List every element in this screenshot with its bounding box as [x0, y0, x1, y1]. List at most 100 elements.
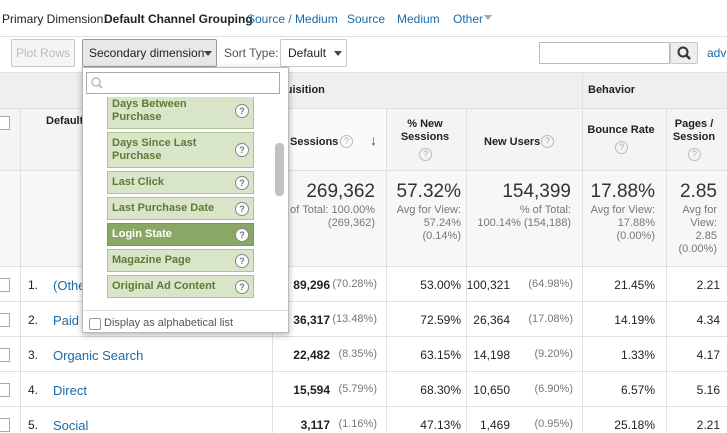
column-border: [20, 108, 21, 433]
total-note: (0.00%): [678, 243, 717, 255]
primary-dimension-selected: Default Channel Grouping: [104, 12, 253, 26]
row-border: [0, 72, 727, 73]
dimension-item[interactable]: Last Purchase Date?: [107, 197, 254, 220]
alphabetical-checkbox[interactable]: [89, 318, 101, 330]
search-icon: [91, 77, 103, 89]
help-icon: ?: [688, 148, 701, 161]
dimension-item[interactable]: Last Click?: [107, 171, 254, 194]
channel-link[interactable]: Direct: [53, 383, 87, 398]
dimension-item-label: Last Purchase Date: [112, 202, 215, 214]
total-note: Avg for: [682, 204, 717, 216]
row-index: 2.: [28, 313, 39, 327]
total-note: % of Total: 100.00%: [277, 204, 375, 216]
help-icon: ?: [235, 253, 249, 268]
sessions: 15,594: [293, 383, 330, 397]
new-users: 1,469: [479, 418, 510, 432]
new-users: 100,321: [466, 278, 510, 292]
sessions: 22,482: [293, 348, 330, 362]
total-note: 100.14% (154,188): [477, 217, 571, 229]
new-users-pct: (17.08%): [528, 313, 573, 325]
secondary-dimension-dropdown: Days Between Purchase? Days Since Last Pu…: [82, 67, 289, 333]
total-note: % of Total:: [519, 204, 571, 216]
total-value: 2.85: [680, 181, 717, 202]
dimension-option[interactable]: Source: [347, 12, 386, 26]
bounce-rate: 6.57%: [620, 383, 655, 397]
caret: [204, 51, 212, 56]
column-border: [582, 72, 583, 433]
total-note: 17.88%: [617, 217, 655, 229]
new-users-pct: (9.20%): [534, 348, 573, 360]
advanced-link[interactable]: adv: [707, 46, 727, 60]
help-icon: ?: [235, 143, 249, 157]
dimension-option[interactable]: Medium: [397, 12, 440, 26]
row-border: [0, 170, 727, 171]
channel-link[interactable]: Organic Search: [53, 348, 144, 363]
sessions: 89,296: [293, 278, 330, 292]
dimension-item-label: Magazine Page: [112, 254, 191, 266]
help-icon: ?: [235, 279, 249, 294]
secondary-dimension-button[interactable]: Secondary dimension: [82, 39, 217, 67]
dropdown-search[interactable]: [86, 72, 280, 94]
row-border: [0, 336, 727, 337]
sessions-pct: (70.28%): [332, 278, 377, 290]
plot-rows-button[interactable]: Plot Rows: [11, 39, 75, 67]
row-border: [0, 406, 727, 407]
checkbox: [0, 313, 10, 327]
divider: [0, 36, 727, 37]
column-header[interactable]: Pages / Session: [672, 118, 716, 143]
dimension-option[interactable]: Source / Medium: [247, 12, 338, 26]
dimension-item[interactable]: Days Between Purchase?: [107, 97, 254, 129]
total-note: (0.00%): [616, 230, 655, 242]
total-value: 17.88%: [590, 181, 655, 202]
sessions-pct: (1.16%): [338, 418, 377, 430]
dimension-item-label: Days Since Last Purchase: [112, 137, 197, 162]
sort-type-button[interactable]: Default: [280, 39, 347, 67]
new-sessions: 68.30%: [420, 383, 461, 397]
group-header: Behavior: [588, 84, 636, 96]
sessions: 3,117: [300, 418, 330, 432]
channel-link[interactable]: Social: [53, 418, 89, 433]
dimension-item[interactable]: Login State?: [107, 223, 254, 246]
pages-per-session: 4.34: [696, 313, 720, 327]
dimension-option[interactable]: Other: [453, 12, 484, 26]
bounce-rate: 1.33%: [620, 348, 655, 362]
checkbox: [0, 116, 10, 130]
secondary-dimension-label: Secondary dimension: [89, 46, 205, 60]
bounce-rate: 14.19%: [614, 313, 655, 327]
dimension-item[interactable]: Days Since Last Purchase?: [107, 132, 254, 168]
sort-type-label: Sort Type:: [224, 46, 279, 60]
help-icon: ?: [235, 227, 249, 242]
column-header[interactable]: Sessions: [290, 136, 339, 148]
scrollbar-thumb: [275, 143, 284, 196]
caret: [484, 15, 492, 20]
pages-per-session: 2.21: [696, 418, 720, 432]
sort-arrow: ↓: [370, 132, 377, 148]
column-header[interactable]: New Users: [484, 136, 541, 148]
new-users-pct: (0.95%): [534, 418, 573, 430]
row-index: 3.: [28, 348, 39, 362]
search-icon: [677, 46, 691, 60]
search-button[interactable]: [670, 42, 698, 64]
dimension-item[interactable]: Original Ad Content?: [107, 275, 254, 298]
new-sessions: 72.59%: [420, 313, 461, 327]
dimension-item-label: Login State: [112, 228, 172, 240]
sessions: 36,317: [293, 313, 330, 327]
column-header[interactable]: Bounce Rate: [587, 124, 655, 136]
dimension-item[interactable]: Magazine Page?: [107, 249, 254, 272]
help-icon: ?: [235, 175, 249, 190]
dimension-item-label: Original Ad Content: [112, 280, 216, 292]
column-border: [466, 108, 467, 433]
checkbox: [0, 418, 10, 432]
row-index: 4.: [28, 383, 39, 397]
checkbox: [0, 383, 10, 397]
help-icon: ?: [615, 141, 628, 154]
search-input[interactable]: [539, 42, 670, 64]
row-border: [0, 266, 727, 267]
column-header[interactable]: % New Sessions: [400, 118, 450, 143]
row-index: 5.: [28, 418, 39, 432]
total-value: 269,362: [306, 181, 375, 202]
sessions-pct: (13.48%): [332, 313, 377, 325]
pages-per-session: 4.17: [696, 348, 720, 362]
new-users: 26,364: [473, 313, 510, 327]
new-users: 10,650: [473, 383, 510, 397]
